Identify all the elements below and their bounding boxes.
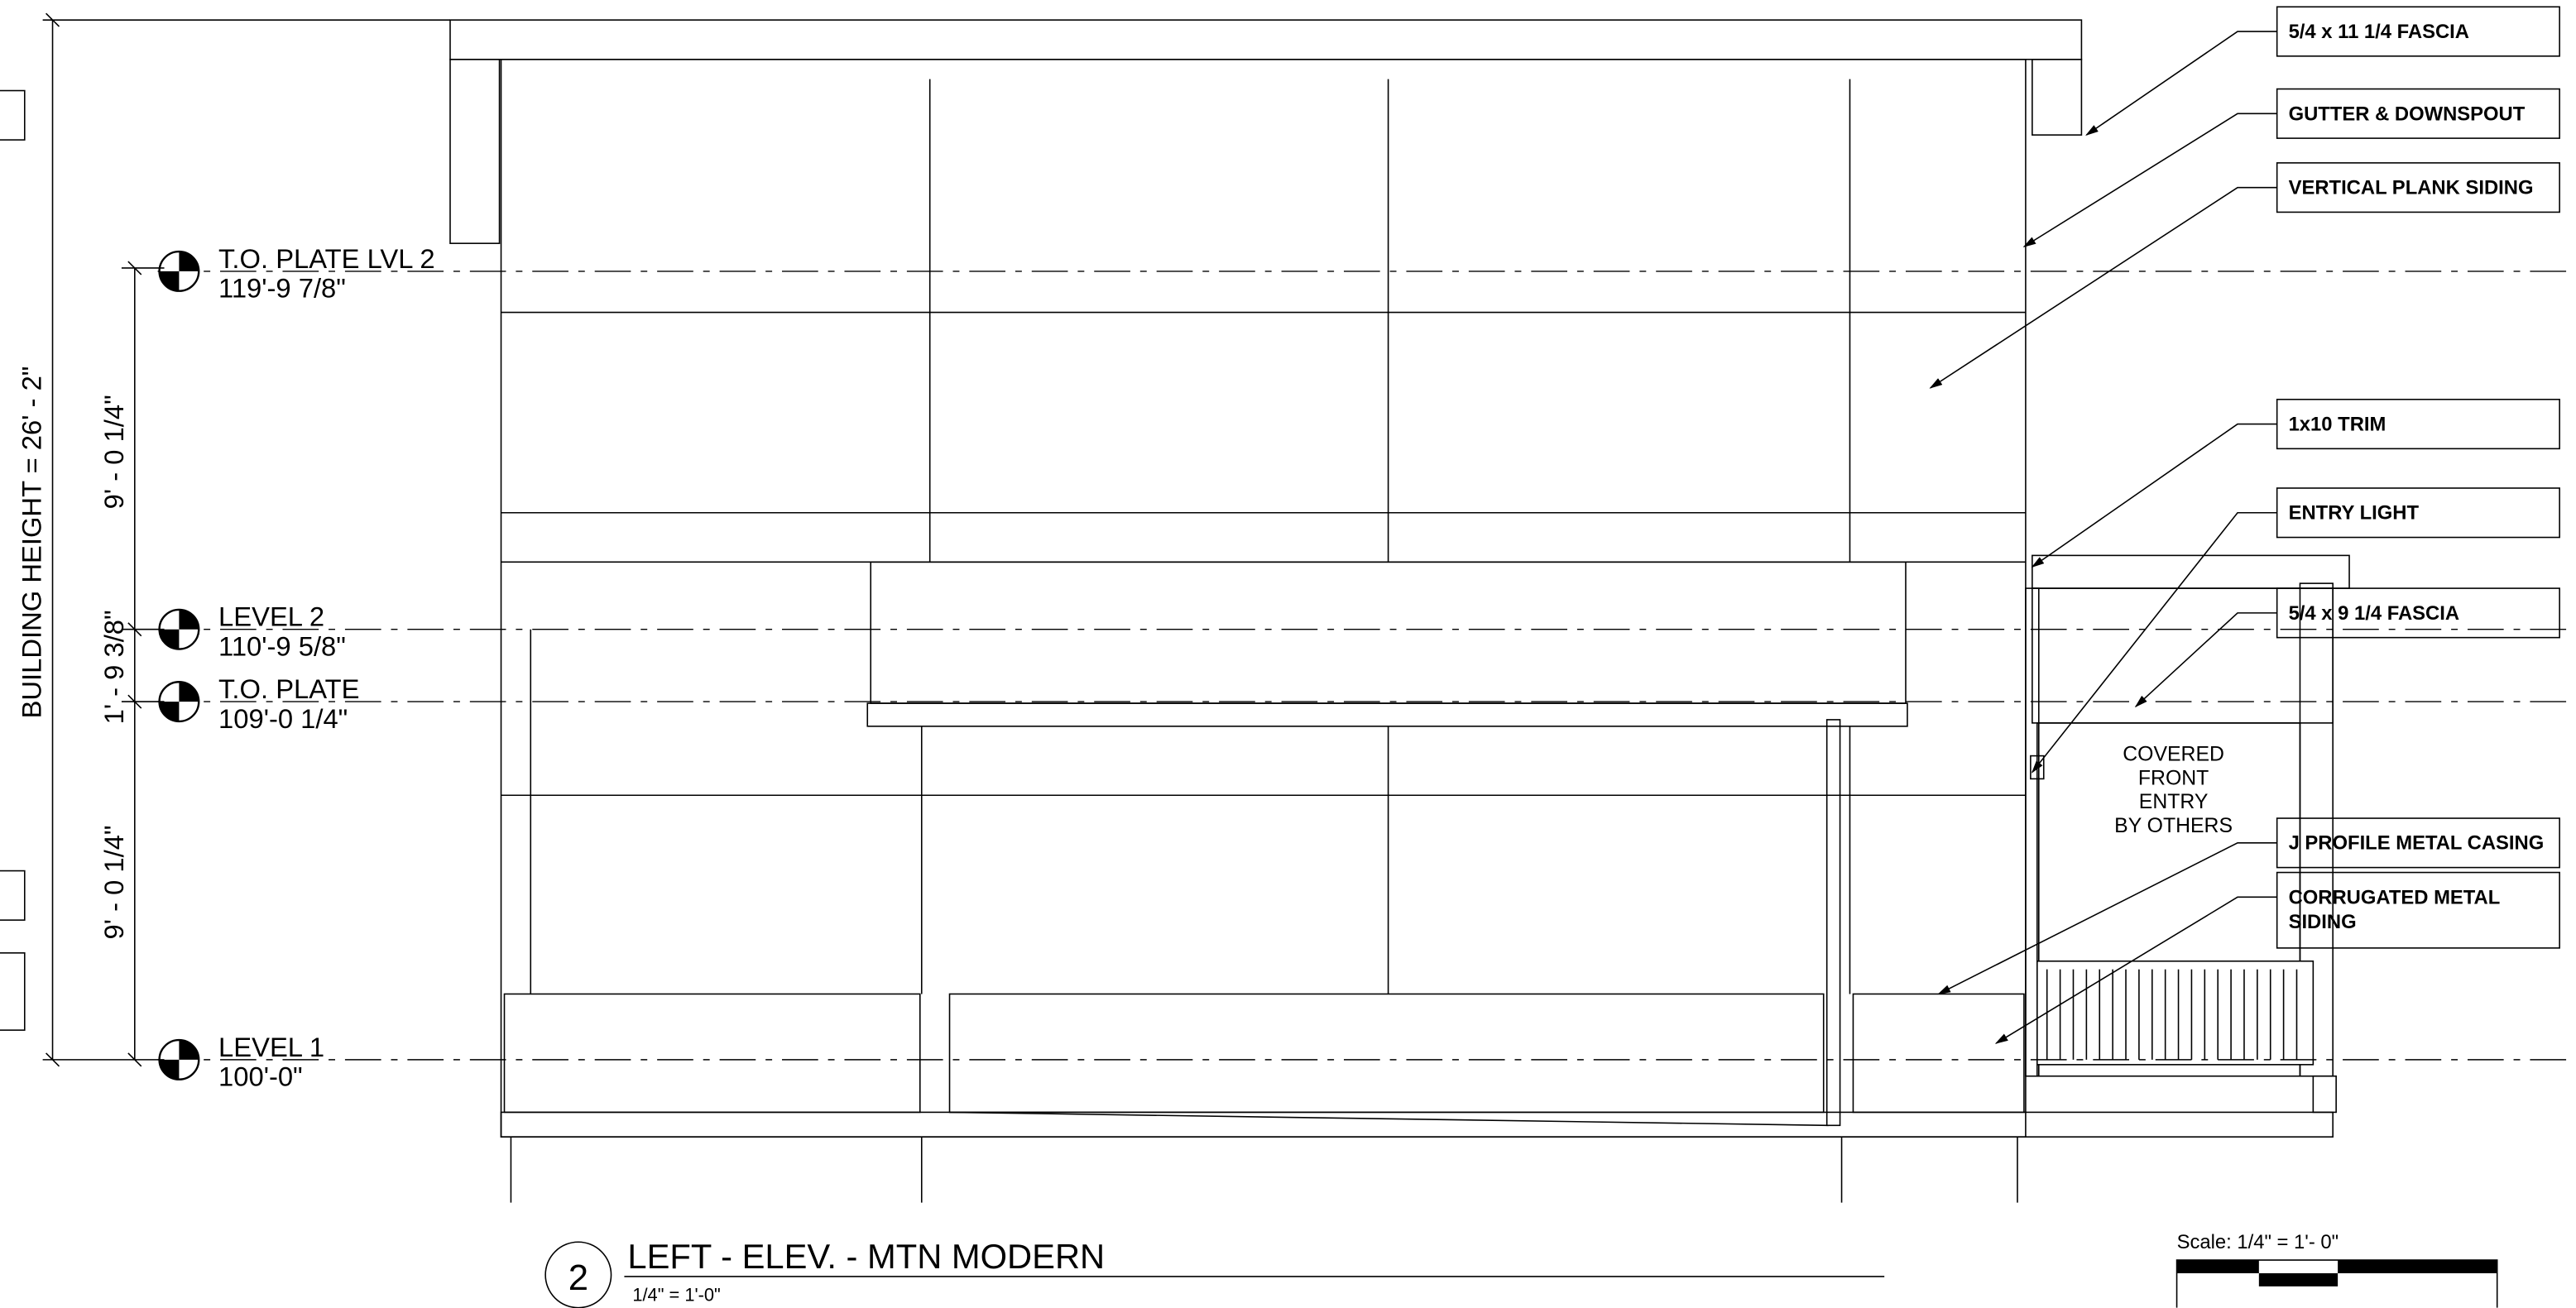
level-symbol-fill [159, 252, 199, 291]
level-symbol-fill [159, 682, 199, 721]
callout-text: ENTRY LIGHT [2289, 502, 2420, 525]
level-name: LEVEL 2 [218, 601, 324, 632]
note-line: ENTRY [2139, 791, 2209, 813]
dimension: 9' - 0 1/4" [98, 395, 129, 509]
level-elevation: 110'-9 5/8" [218, 630, 346, 661]
view-scale: 1/4" = 1'-0" [632, 1285, 720, 1306]
leader [2031, 511, 2277, 774]
note-line: BY OTHERS [2114, 815, 2233, 837]
note-line: COVERED [2123, 744, 2224, 766]
callout-text: GUTTER & DOWNSPOUT [2289, 103, 2526, 125]
level-name: T.O. PLATE LVL 2 [218, 243, 435, 274]
level-symbol-fill [159, 609, 199, 649]
leader [2031, 423, 2277, 568]
scale-bar: Scale: 1/4" = 1'- 0" [2175, 1231, 2498, 1308]
building-height: BUILDING HEIGHT = 26' - 2" [17, 367, 47, 719]
view-number: 2 [568, 1258, 588, 1298]
callout-text: VERTICAL PLANK SIDING [2289, 177, 2534, 199]
dimensions: BUILDING HEIGHT = 26' - 2" 9' - 0 1/4" 1… [17, 12, 450, 1067]
leader [1929, 186, 2277, 389]
dimension: 9' - 0 1/4" [98, 825, 129, 939]
level-elevation: 109'-0 1/4" [218, 703, 348, 734]
level-elevation: 100'-0" [218, 1061, 303, 1092]
callout-text: J PROFILE METAL CASING [2289, 832, 2545, 855]
level-symbol-fill [159, 1040, 199, 1080]
leader [2022, 113, 2277, 247]
sheet-marks [0, 89, 26, 1031]
level-name: LEVEL 1 [218, 1032, 324, 1062]
view-title-text: LEFT - ELEV. - MTN MODERN [627, 1237, 1105, 1276]
building [449, 19, 2350, 1203]
leader [2134, 612, 2277, 708]
callout-text: 5/4 x 9 1/4 FASCIA [2289, 602, 2459, 625]
callout-box [2276, 871, 2560, 949]
note-line: FRONT [2138, 767, 2209, 789]
leader [1994, 896, 2277, 1044]
scale-label: Scale: 1/4" = 1'- 0" [2177, 1231, 2339, 1253]
level-elevation: 119'-9 7/8" [218, 273, 346, 304]
callout-text: 5/4 x 11 1/4 FASCIA [2289, 21, 2469, 43]
callout-text: SIDING [2289, 911, 2357, 933]
leader [2085, 31, 2277, 137]
dimension: 1' - 9 3/8" [98, 610, 129, 724]
leader [1937, 842, 2277, 995]
callout-text: 1x10 TRIM [2289, 413, 2387, 435]
level-name: T.O. PLATE [218, 673, 359, 704]
view-title: 2 LEFT - ELEV. - MTN MODERN 1/4" = 1'-0" [544, 1237, 1885, 1308]
callout-text: CORRUGATED METAL [2289, 886, 2501, 908]
